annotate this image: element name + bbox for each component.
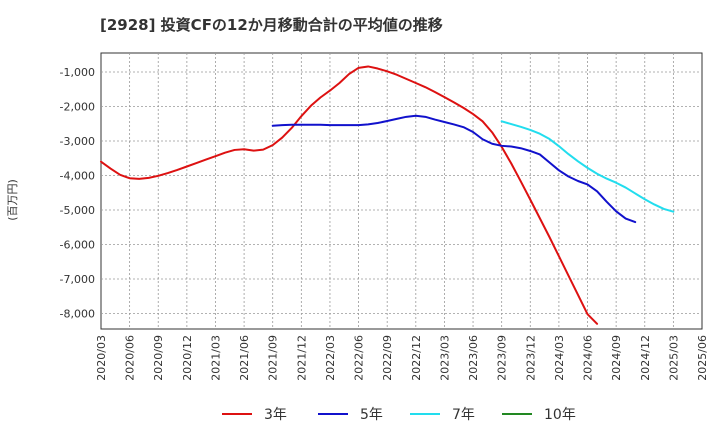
x-tick-label: 2022/12 bbox=[410, 335, 423, 381]
y-tick-label: -1,000 bbox=[60, 66, 95, 79]
x-tick-label: 2020/09 bbox=[152, 335, 165, 381]
legend-label-7y: 7年 bbox=[452, 407, 475, 423]
x-tick-label: 2023/03 bbox=[438, 335, 451, 381]
x-tick-label: 2023/12 bbox=[524, 335, 537, 381]
series-line-5y bbox=[271, 114, 637, 224]
x-tick-label: 2022/09 bbox=[381, 335, 394, 381]
series-line-7y bbox=[500, 120, 675, 213]
x-tick-label: 2022/06 bbox=[353, 335, 366, 381]
y-tick-label: -5,000 bbox=[60, 204, 95, 217]
x-tick-label: 2023/06 bbox=[467, 335, 480, 381]
x-tick-label: 2021/03 bbox=[209, 335, 222, 381]
legend-label-3y: 3年 bbox=[264, 407, 287, 423]
y-tick-label: -3,000 bbox=[60, 135, 95, 148]
x-axis-ticks: 2020/03 2020/06 2020/09 2020/12 2021/03 2021/… bbox=[95, 335, 709, 381]
legend-label-10y: 10年 bbox=[544, 407, 576, 423]
x-tick-label: 2021/06 bbox=[238, 335, 251, 381]
x-tick-label: 2025/06 bbox=[696, 335, 709, 381]
series-lines bbox=[100, 65, 675, 325]
x-tick-label: 2024/06 bbox=[582, 335, 595, 381]
x-tick-label: 2021/09 bbox=[267, 335, 280, 381]
y-tick-label: -8,000 bbox=[60, 307, 95, 320]
y-tick-label: -2,000 bbox=[60, 100, 95, 113]
x-tick-label: 2024/09 bbox=[610, 335, 623, 381]
x-tick-label: 2023/09 bbox=[496, 335, 509, 381]
x-tick-label: 2022/03 bbox=[324, 335, 337, 381]
x-tick-label: 2021/12 bbox=[295, 335, 308, 381]
x-tick-label: 2020/03 bbox=[95, 335, 108, 381]
x-tick-label: 2020/06 bbox=[124, 335, 137, 381]
y-tick-label: -7,000 bbox=[60, 273, 95, 286]
y-tick-label: -4,000 bbox=[60, 169, 95, 182]
y-tick-label: -6,000 bbox=[60, 238, 95, 251]
y-axis-ticks: -1,000 -2,000 -3,000 -4,000 -5,000 -6,000 -7,0… bbox=[60, 66, 95, 321]
y-axis-label: (百万円) bbox=[6, 179, 19, 221]
x-tick-label: 2024/03 bbox=[553, 335, 566, 381]
series-line-3y bbox=[100, 65, 599, 325]
chart-title: [2928] 投資CFの12か月移動合計の平均値の推移 bbox=[100, 16, 443, 34]
x-tick-label: 2025/03 bbox=[667, 335, 680, 381]
legend-label-5y: 5年 bbox=[360, 407, 383, 423]
grid bbox=[101, 53, 702, 329]
x-tick-label: 2020/12 bbox=[181, 335, 194, 381]
plot-area bbox=[100, 52, 703, 330]
x-tick-label: 2024/12 bbox=[639, 335, 652, 381]
legend: 3年 5年 7年 10年 bbox=[222, 407, 576, 423]
